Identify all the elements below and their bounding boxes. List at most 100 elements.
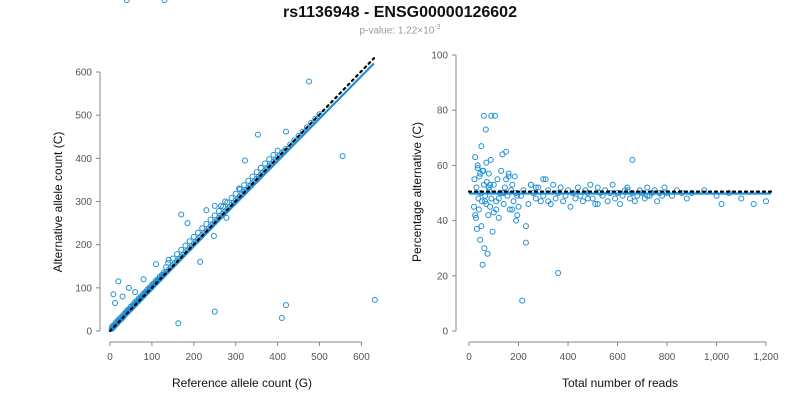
data-point	[481, 245, 488, 252]
y-tick-label: 20	[437, 271, 449, 282]
data-point	[266, 156, 273, 163]
data-point	[123, 0, 130, 3]
data-point	[514, 212, 521, 219]
data-point	[522, 223, 529, 230]
data-point	[195, 229, 201, 236]
data-point	[218, 202, 225, 209]
data-point	[112, 299, 119, 306]
data-point	[283, 302, 289, 309]
data-point	[490, 209, 497, 216]
data-point	[617, 201, 623, 208]
data-point	[278, 315, 285, 322]
data-point	[505, 170, 512, 177]
data-point	[683, 195, 690, 202]
data-point	[203, 220, 210, 227]
data-point	[626, 195, 633, 202]
data-point	[557, 184, 564, 191]
data-point	[473, 184, 480, 191]
x-tick-label: 0	[107, 352, 113, 363]
y-tick-label: 500	[75, 111, 92, 122]
data-point	[184, 220, 191, 227]
y-tick-label: 600	[75, 68, 92, 79]
data-point	[572, 195, 579, 202]
data-point	[223, 214, 230, 221]
data-point	[488, 112, 495, 119]
data-point	[199, 225, 206, 232]
data-point	[612, 195, 619, 202]
data-point	[488, 195, 495, 202]
data-point	[165, 259, 172, 266]
data-point	[487, 203, 494, 210]
data-point	[474, 162, 481, 169]
x-tick-label: 500	[311, 352, 328, 363]
data-point	[186, 238, 193, 245]
y-tick-label: 80	[437, 106, 449, 117]
data-point	[270, 151, 277, 158]
data-point	[506, 206, 513, 213]
y-tick-label: 100	[75, 283, 92, 294]
data-point	[262, 160, 269, 167]
data-point	[472, 154, 479, 161]
data-point	[483, 178, 490, 185]
data-point	[197, 258, 204, 265]
data-point	[505, 173, 512, 180]
data-point	[480, 112, 487, 119]
data-point	[542, 176, 549, 183]
x-tick-label: 200	[510, 352, 527, 363]
data-point	[718, 201, 725, 208]
x-tick-label: 1,000	[704, 352, 729, 363]
data-point	[474, 165, 481, 172]
y-tick-label: 60	[437, 161, 449, 172]
data-point	[211, 308, 218, 315]
data-point	[110, 291, 117, 298]
data-point	[495, 195, 502, 202]
data-point	[175, 320, 182, 327]
data-point	[475, 195, 482, 202]
data-point	[487, 181, 494, 188]
x-tick-label: 100	[144, 352, 161, 363]
data-point	[190, 233, 197, 240]
data-point	[738, 195, 745, 202]
data-point	[522, 239, 529, 246]
data-point	[483, 201, 490, 208]
data-point	[498, 167, 505, 174]
data-point	[339, 153, 346, 160]
data-point	[589, 195, 596, 202]
chart-subtitle: p-value: 1.22×10-3	[0, 24, 800, 36]
data-point	[178, 246, 185, 253]
data-point	[515, 203, 522, 210]
data-point	[487, 156, 494, 163]
data-point	[482, 126, 489, 133]
data-point	[371, 296, 378, 303]
data-point	[532, 184, 539, 191]
data-point	[604, 198, 611, 205]
data-point	[236, 186, 243, 193]
pvalue-exponent: -3	[434, 24, 441, 31]
data-point	[207, 216, 214, 223]
data-point	[510, 198, 517, 205]
data-point	[489, 228, 496, 235]
data-point	[500, 201, 507, 208]
data-point	[574, 184, 581, 191]
data-point	[312, 115, 319, 122]
data-point	[140, 276, 147, 283]
data-point	[567, 203, 574, 210]
data-point	[750, 201, 757, 208]
data-point	[545, 198, 552, 205]
data-point	[215, 207, 222, 214]
data-point	[132, 289, 139, 296]
data-point	[763, 198, 770, 205]
data-point	[483, 159, 490, 166]
data-point	[165, 256, 172, 263]
data-point	[644, 184, 651, 191]
scatter-panel-percentage: 0 200 400 600 800 1,000 1,200 0 20 40 60 80 100 Total…	[410, 51, 779, 391]
x-axis-title: Total number of reads	[562, 376, 678, 390]
data-point	[480, 181, 487, 188]
data-point	[470, 203, 477, 210]
data-point	[478, 223, 485, 230]
x-tick-label: 600	[353, 352, 370, 363]
data-point	[119, 293, 126, 300]
data-point	[629, 156, 636, 163]
scatter-panel-allele-counts: 0 100 200 300 400 500 600 0 100 200 300 400 500 600 Re…	[51, 0, 378, 390]
